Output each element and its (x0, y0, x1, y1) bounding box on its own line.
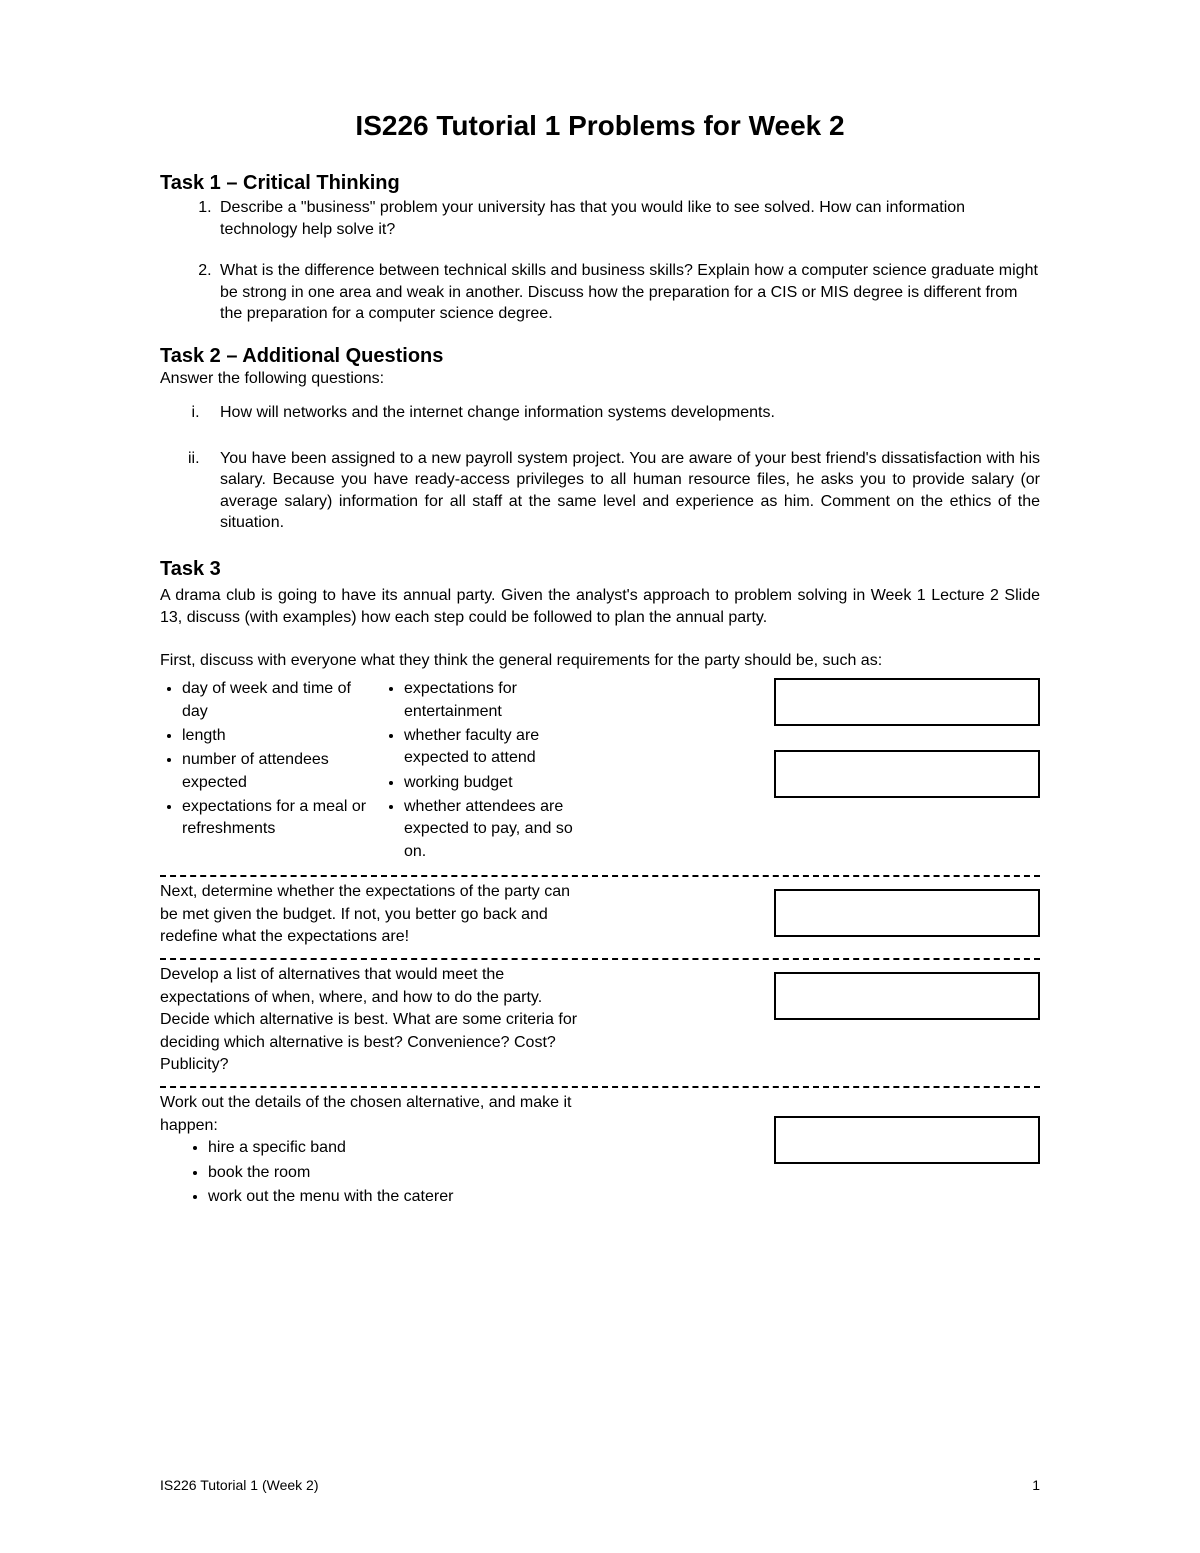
section1-lead: First, discuss with everyone what they t… (160, 650, 1040, 672)
page-title: IS226 Tutorial 1 Problems for Week 2 (160, 110, 1040, 142)
answer-box-4[interactable] (774, 1116, 1040, 1164)
task2-item-2: You have been assigned to a new payroll … (204, 448, 1040, 534)
section1-col2: expectations for entertainment whether f… (382, 678, 592, 863)
list-item: book the room (208, 1162, 600, 1184)
section2: Next, determine whether the expectations… (160, 877, 1040, 958)
list-item: whether attendees are expected to pay, a… (404, 796, 592, 863)
task2-intro: Answer the following questions: (160, 370, 1040, 388)
section3: Develop a list of alternatives that woul… (160, 960, 1040, 1086)
section1-col1: day of week and time of day length numbe… (160, 678, 370, 841)
list-item: number of attendees expected (182, 749, 370, 794)
task1-item-2: What is the difference between technical… (216, 260, 1040, 325)
task3-intro: A drama club is going to have its annual… (160, 585, 1040, 630)
footer-page-number: 1 (1032, 1477, 1040, 1493)
answer-box-2[interactable] (774, 889, 1040, 937)
task2-heading: Task 2 – Additional Questions (160, 345, 1040, 368)
task1-heading: Task 1 – Critical Thinking (160, 172, 1040, 195)
task3-heading: Task 3 (160, 558, 1040, 581)
list-item: length (182, 725, 370, 747)
task1-item-1: Describe a "business" problem your unive… (216, 197, 1040, 240)
answer-box-1a[interactable] (774, 678, 1040, 726)
list-item: working budget (404, 772, 592, 794)
list-item: day of week and time of day (182, 678, 370, 723)
list-item: expectations for entertainment (404, 678, 592, 723)
list-item: expectations for a meal or refreshments (182, 796, 370, 841)
document-page: IS226 Tutorial 1 Problems for Week 2 Tas… (0, 0, 1200, 1553)
task1-list: Describe a "business" problem your unive… (160, 197, 1040, 325)
answer-box-1b[interactable] (774, 750, 1040, 798)
section3-text: Develop a list of alternatives that woul… (160, 964, 590, 1076)
section4-lead: Work out the details of the chosen alter… (160, 1092, 600, 1137)
section1: day of week and time of day length numbe… (160, 674, 1040, 875)
section4: Work out the details of the chosen alter… (160, 1088, 1040, 1220)
task2-list: How will networks and the internet chang… (160, 402, 1040, 534)
page-footer: IS226 Tutorial 1 (Week 2) 1 (160, 1477, 1040, 1493)
answer-box-3[interactable] (774, 972, 1040, 1020)
task2-item-1: How will networks and the internet chang… (204, 402, 1040, 424)
list-item: work out the menu with the caterer (208, 1186, 600, 1208)
list-item: hire a specific band (208, 1137, 600, 1159)
footer-left: IS226 Tutorial 1 (Week 2) (160, 1477, 318, 1493)
section4-list: hire a specific band book the room work … (160, 1137, 600, 1208)
list-item: whether faculty are expected to attend (404, 725, 592, 770)
section2-text: Next, determine whether the expectations… (160, 881, 590, 948)
